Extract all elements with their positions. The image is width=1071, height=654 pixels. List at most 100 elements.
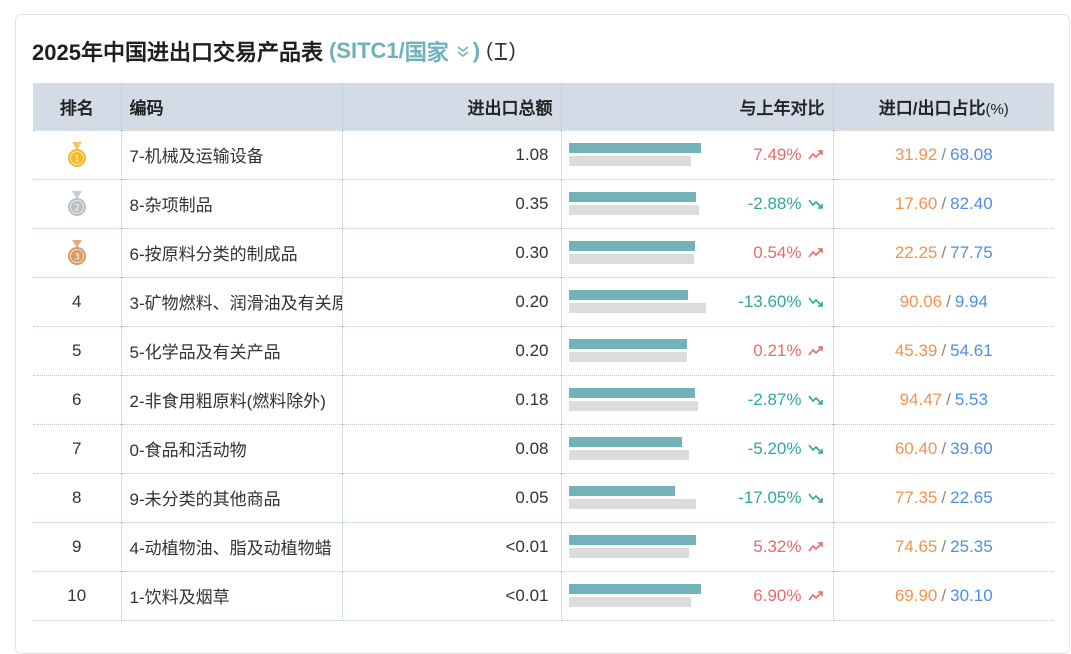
table-row[interactable]: 6 2-非食用粗原料(燃料除外) 0.18 -2.87% 94.47/5.53 bbox=[33, 374, 1054, 424]
ratio-cell: 45.39/54.61 bbox=[833, 325, 1054, 375]
bar-previous-year bbox=[568, 498, 696, 509]
table-row[interactable]: 1 7-机械及运输设备 1.08 7.49% 31.92/68.08 bbox=[33, 129, 1054, 179]
ratio-separator: / bbox=[941, 193, 947, 213]
ratio-cell: 60.40/39.60 bbox=[833, 423, 1054, 473]
trend-up-icon bbox=[807, 346, 823, 356]
yoy-cell: -2.88% bbox=[561, 178, 834, 228]
rank-cell: 1 bbox=[33, 129, 122, 179]
table-header-row: 排名 编码 进出口总额 与上年对比 进口/出口占比(%) bbox=[33, 83, 1054, 130]
ratio-separator: / bbox=[941, 585, 947, 605]
text-tool-close: ) bbox=[509, 39, 516, 62]
trend-down-icon bbox=[807, 297, 823, 307]
header-code[interactable]: 编码 bbox=[121, 83, 343, 130]
yoy-cell: 5.32% bbox=[561, 521, 834, 571]
header-ratio-label: 进口/出口占比 bbox=[878, 98, 986, 118]
code-cell[interactable]: 3-矿物燃料、润滑油及有关原料 bbox=[121, 276, 343, 326]
ratio-separator: / bbox=[941, 487, 947, 507]
bar-previous-year bbox=[568, 155, 691, 166]
compare-bars bbox=[568, 142, 709, 168]
header-yoy[interactable]: 与上年对比 bbox=[561, 83, 834, 130]
export-share: 82.40 bbox=[950, 193, 993, 213]
total-cell: <0.01 bbox=[342, 570, 562, 621]
ratio-separator: / bbox=[941, 536, 947, 556]
export-share: 30.10 bbox=[950, 585, 993, 605]
export-share: 9.94 bbox=[954, 291, 988, 311]
yoy-value: 0.21% bbox=[753, 340, 802, 360]
svg-text:1: 1 bbox=[74, 154, 80, 164]
bar-previous-year bbox=[568, 547, 689, 558]
ratio-cell: 17.60/82.40 bbox=[833, 178, 1054, 228]
ratio-cell: 90.06/9.94 bbox=[833, 276, 1054, 326]
text-tool: (T) bbox=[486, 40, 516, 63]
compare-bars bbox=[568, 338, 709, 364]
bar-current-year bbox=[568, 534, 696, 545]
yoy-value: -2.87% bbox=[747, 389, 802, 409]
table-row[interactable]: 9 4-动植物油、脂及动植物蜡 <0.01 5.32% 74.65/25.35 bbox=[33, 521, 1054, 571]
import-share: 69.90 bbox=[894, 585, 938, 605]
yoy-cell: -13.60% bbox=[561, 276, 834, 326]
total-cell: 1.08 bbox=[342, 129, 562, 179]
header-rank[interactable]: 排名 bbox=[33, 83, 122, 130]
header-ratio[interactable]: 进口/出口占比(%) bbox=[833, 83, 1054, 130]
rank-cell: 9 bbox=[33, 521, 122, 571]
yoy-cell: -17.05% bbox=[561, 472, 834, 522]
code-cell[interactable]: 1-饮料及烟草 bbox=[121, 570, 343, 621]
import-share: 77.35 bbox=[894, 487, 938, 507]
table-row[interactable]: 7 0-食品和活动物 0.08 -5.20% 60.40/39.60 bbox=[33, 423, 1054, 473]
import-share: 17.60 bbox=[894, 193, 938, 213]
ratio-separator: / bbox=[941, 438, 947, 458]
bronze-medal-icon: 3 bbox=[67, 239, 86, 265]
code-cell[interactable]: 5-化学品及有关产品 bbox=[121, 325, 343, 375]
yoy-value: 7.49% bbox=[753, 144, 802, 164]
header-total[interactable]: 进出口总额 bbox=[342, 83, 562, 130]
rank-number: 6 bbox=[72, 389, 82, 409]
table-row[interactable]: 4 3-矿物燃料、润滑油及有关原料0.20 -13.60% 90.06/9.94 bbox=[33, 276, 1054, 326]
trend-down-icon bbox=[807, 493, 823, 503]
table-row[interactable]: 5 5-化学品及有关产品 0.20 0.21% 45.39/54.61 bbox=[33, 325, 1054, 375]
table-row[interactable]: 2 8-杂项制品 0.35 -2.88% 17.60/82.40 bbox=[33, 178, 1054, 228]
title-paren-open: ( bbox=[328, 38, 337, 63]
export-share: 39.60 bbox=[950, 438, 993, 458]
rank-number: 9 bbox=[72, 536, 82, 556]
ratio-cell: 22.25/77.75 bbox=[833, 227, 1054, 277]
table-row[interactable]: 10 1-饮料及烟草 <0.01 6.90% 69.90/30.10 bbox=[33, 570, 1054, 621]
table-row[interactable]: 3 6-按原料分类的制成品 0.30 0.54% 22.25/77.75 bbox=[33, 227, 1054, 277]
chevron-down-icon[interactable] bbox=[455, 43, 471, 59]
bar-current-year bbox=[568, 289, 688, 300]
code-cell[interactable]: 9-未分类的其他商品 bbox=[121, 472, 343, 522]
trend-down-icon bbox=[807, 395, 823, 405]
import-share: 45.39 bbox=[894, 340, 938, 360]
code-cell[interactable]: 2-非食用粗原料(燃料除外) bbox=[121, 374, 343, 424]
rank-cell: 7 bbox=[33, 423, 122, 473]
rank-number: 7 bbox=[72, 438, 82, 458]
rank-cell: 8 bbox=[33, 472, 122, 522]
total-cell: 0.20 bbox=[342, 325, 562, 375]
text-tool-button[interactable]: T bbox=[494, 39, 507, 62]
import-share: 90.06 bbox=[899, 291, 943, 311]
total-cell: 0.35 bbox=[342, 178, 562, 228]
bar-current-year bbox=[568, 338, 687, 349]
import-share: 22.25 bbox=[894, 242, 938, 262]
rank-number: 10 bbox=[67, 585, 87, 605]
yoy-cell: -5.20% bbox=[561, 423, 834, 473]
code-cell[interactable]: 8-杂项制品 bbox=[121, 178, 343, 228]
compare-bars bbox=[568, 191, 709, 217]
export-share: 5.53 bbox=[954, 389, 988, 409]
trend-down-icon bbox=[807, 199, 823, 209]
card-title: 2025年中国进出口交易产品表 ( SITC1 / 国家 ) (T) bbox=[32, 35, 516, 67]
yoy-value: 0.54% bbox=[753, 242, 802, 262]
bar-previous-year bbox=[568, 302, 706, 313]
text-tool-open: ( bbox=[486, 39, 493, 62]
code-cell[interactable]: 6-按原料分类的制成品 bbox=[121, 227, 343, 277]
rank-cell: 6 bbox=[33, 374, 122, 424]
code-cell[interactable]: 7-机械及运输设备 bbox=[121, 129, 343, 179]
trend-down-icon bbox=[807, 444, 823, 454]
dimension-selector[interactable]: 国家 bbox=[404, 40, 449, 65]
code-cell[interactable]: 4-动植物油、脂及动植物蜡 bbox=[121, 521, 343, 571]
classification-link[interactable]: SITC1 bbox=[336, 38, 399, 63]
code-cell[interactable]: 0-食品和活动物 bbox=[121, 423, 343, 473]
trend-up-icon bbox=[807, 248, 823, 258]
table-row[interactable]: 8 9-未分类的其他商品 0.05 -17.05% 77.35/22.65 bbox=[33, 472, 1054, 522]
bar-current-year bbox=[568, 436, 682, 447]
rank-number: 5 bbox=[72, 340, 82, 360]
